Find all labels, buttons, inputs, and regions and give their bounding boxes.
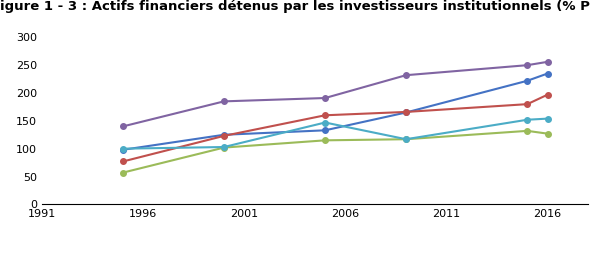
Japon (403, 138, 410, 141)
Canada (524, 79, 531, 82)
Legend: Canada, France, Allemagne, États-Unis, Japon: Canada, France, Allemagne, États-Unis, J… (121, 259, 509, 262)
France (403, 110, 410, 113)
Japon (220, 145, 227, 149)
France (544, 93, 551, 96)
États-Unis (322, 96, 329, 100)
Japon (322, 121, 329, 124)
Allemagne (220, 146, 227, 149)
Allemagne (403, 138, 410, 141)
Japon (544, 117, 551, 120)
Text: igure 1 - 3 : Actifs financiers détenus par les investisseurs institutionnels (%: igure 1 - 3 : Actifs financiers détenus … (0, 0, 590, 13)
Allemagne (524, 129, 531, 132)
Allemagne (119, 171, 127, 174)
France (322, 114, 329, 117)
Canada (119, 148, 127, 151)
Allemagne (544, 132, 551, 135)
Allemagne (322, 139, 329, 142)
Canada (544, 72, 551, 75)
France (524, 102, 531, 106)
Canada (322, 129, 329, 132)
France (119, 160, 127, 163)
Line: Japon: Japon (120, 116, 550, 151)
Line: Canada: Canada (120, 71, 550, 152)
Canada (403, 111, 410, 114)
Japon (524, 118, 531, 121)
États-Unis (403, 74, 410, 77)
France (220, 134, 227, 138)
Line: Allemagne: Allemagne (120, 128, 550, 175)
Line: France: France (120, 92, 550, 164)
États-Unis (220, 100, 227, 103)
Canada (220, 133, 227, 136)
Line: États-Unis: États-Unis (120, 59, 550, 129)
États-Unis (119, 125, 127, 128)
États-Unis (524, 64, 531, 67)
États-Unis (544, 60, 551, 63)
Japon (119, 147, 127, 150)
